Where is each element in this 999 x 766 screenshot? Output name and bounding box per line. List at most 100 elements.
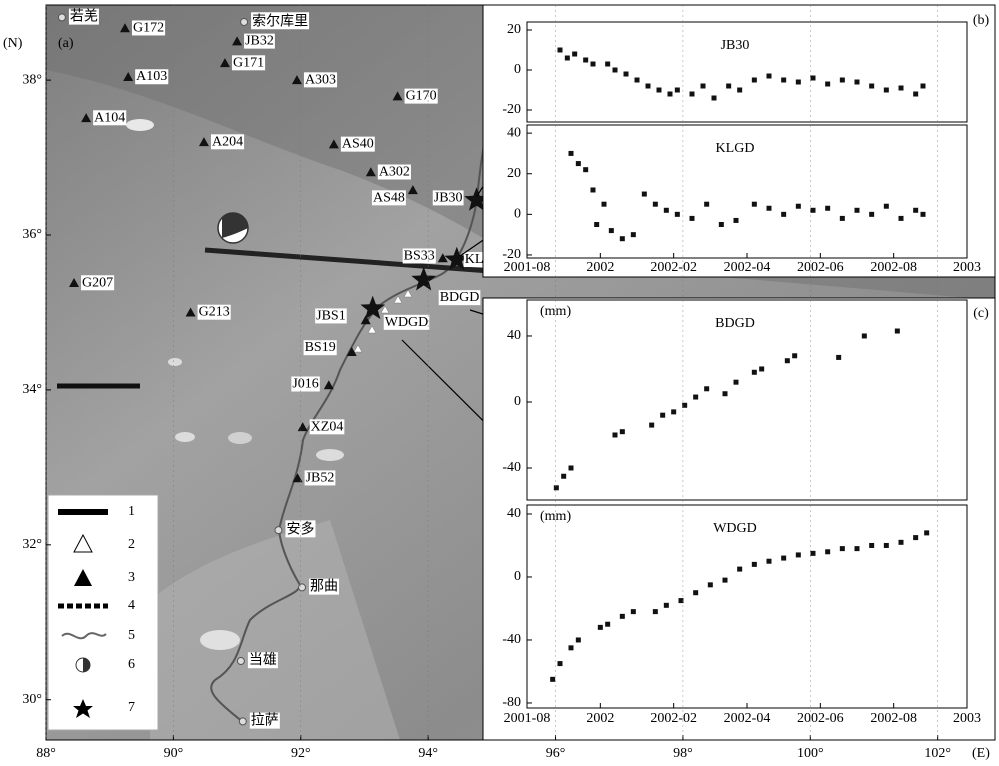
data-point [550,676,556,682]
data-point [913,207,919,213]
y-tick-label: 0 [514,207,521,222]
data-point [795,79,801,85]
data-point [601,201,607,207]
station-label-bg [249,712,280,729]
station-label: G207 [82,275,113,290]
station-marker [291,75,302,85]
data-point [784,358,790,364]
station-label-bg [81,275,115,291]
x-tick-label: 2002-02 [650,711,697,726]
data-point [861,333,867,339]
lake [228,432,252,444]
y-tick-label: 38° [22,72,42,87]
station-label-bg [377,164,411,180]
station-label-bg [304,470,336,486]
y-tick-label: 36° [22,227,42,242]
x-tick-label: 98° [673,746,693,761]
station-marker [274,526,283,535]
station-label: 当雄 [249,652,277,668]
station-label-bg [303,340,337,356]
station-marker [81,113,92,123]
panel-title: KLGD [716,141,755,156]
data-point [751,561,757,567]
legend-label: 7 [128,700,135,715]
station-label: BS19 [305,340,336,355]
station-label-bg [251,12,310,30]
data-point [700,83,706,89]
data-point [682,402,688,408]
inset: (b) 2001-08 2002 2002-02 2002-04 2002-06 2002-… [482,4,996,278]
data-point [623,71,629,77]
data-point [575,637,581,643]
station-marker [119,23,130,33]
data-point [733,217,739,223]
station-label: JB52 [306,470,335,485]
data-point [641,191,647,197]
lake [175,432,195,442]
lake [168,358,182,366]
x-tick-label: 92° [291,746,311,761]
site [380,305,390,314]
station-label: 安多 [286,520,314,537]
legend-label: 1 [128,504,135,519]
y-tick-label: -20 [502,247,521,262]
data-point [766,558,772,564]
panel-title: JB30 [721,38,750,53]
y-axis-label: (N) [3,36,23,51]
station-label: JB30 [434,190,463,205]
legend-label: 2 [128,537,135,552]
station-marker [292,473,303,483]
station-marker [219,58,230,68]
data-point [693,590,699,596]
data-point [825,549,831,555]
station-label-bg [247,652,278,669]
x-axis-label: (E) [972,746,990,761]
station-marker [346,346,357,356]
station-label: J016 [292,376,318,391]
x-tick-label: 88° [36,746,56,761]
data-point [630,232,636,238]
data-point [608,228,614,234]
data-point [652,609,658,615]
gps-sites [353,289,413,353]
station-marker [57,13,66,22]
x-tick-label: 2002-02 [650,260,697,275]
panel-label: (b) [973,13,990,28]
x-tick-label: 2003 [953,711,981,726]
data-point [649,422,655,428]
station-label-bg [291,376,320,392]
data-point [722,577,728,583]
data-point [594,221,600,227]
station-marker [437,253,448,263]
inset-box [482,4,996,278]
data-point [583,57,589,63]
y-tick-label: 20 [507,22,521,37]
data-point [894,328,900,334]
y-tick-label: 0 [514,569,521,584]
legend-label: 4 [128,598,135,613]
y-tick-label: -40 [502,460,521,475]
station-label: AS48 [373,190,405,205]
data-point [825,81,831,87]
legend-box [47,494,159,731]
data-point [711,95,717,101]
data-point [854,546,860,552]
station-label: XZ04 [311,419,344,434]
y-tick-label: -40 [502,632,521,647]
plot-frame [526,504,968,709]
station-label-bg [135,69,169,85]
data-point [553,485,559,491]
station-label-bg [432,190,464,206]
data-point [766,73,772,79]
x-tick-label: 2001-08 [504,260,551,275]
highway [210,79,496,723]
station-label-bg [303,72,338,88]
station-label: AS40 [342,137,374,152]
station-marker [407,185,418,195]
y-tick-label: -80 [502,695,521,710]
station-label: 索尔库里 [252,12,308,29]
data-point [737,566,743,572]
data-point [689,215,695,221]
data-point [656,87,662,93]
site [393,295,403,304]
